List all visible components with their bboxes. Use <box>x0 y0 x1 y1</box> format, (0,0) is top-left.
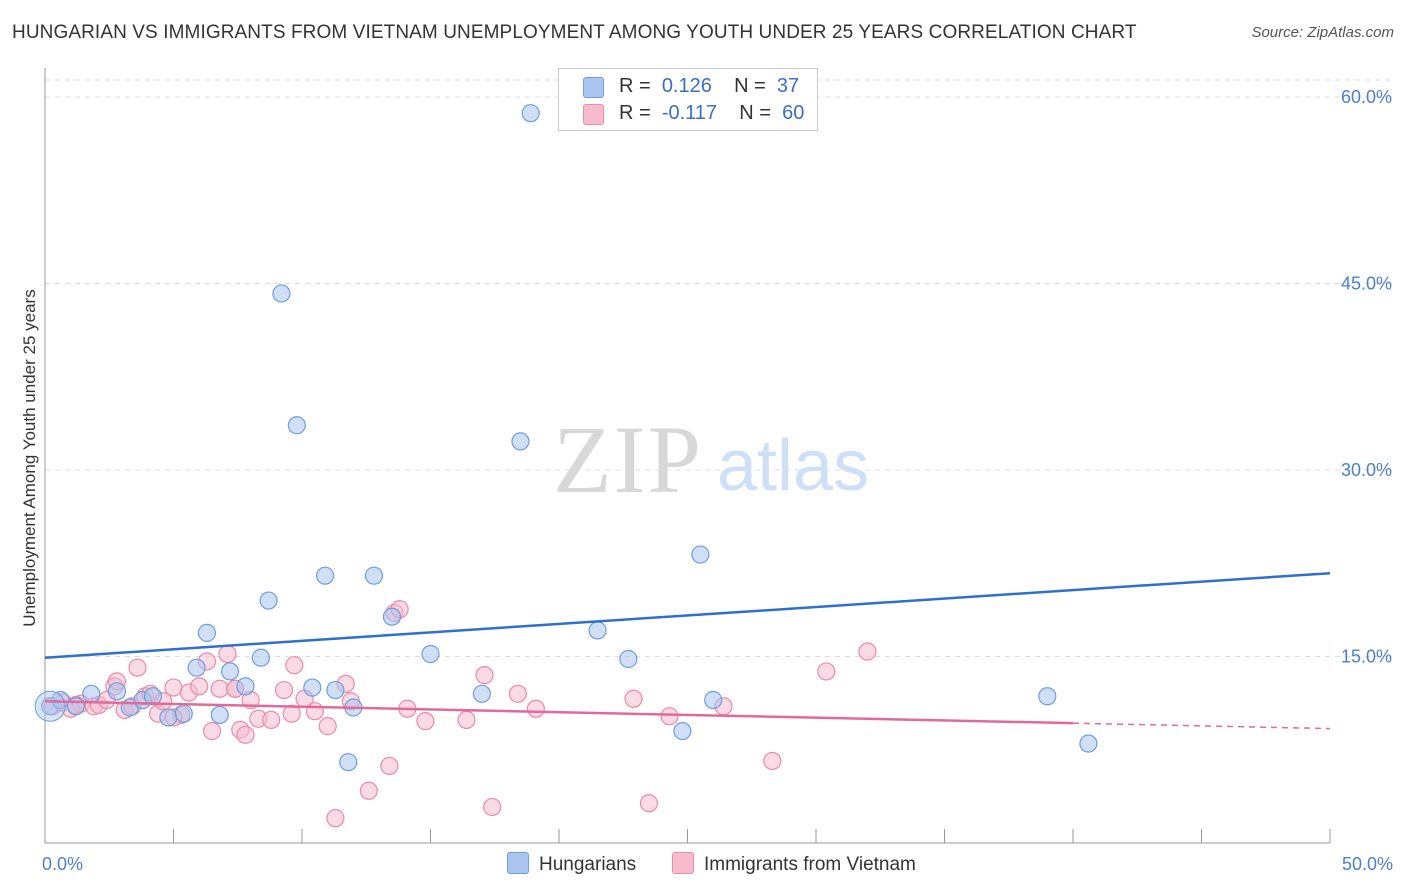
point-hungarians <box>66 697 85 716</box>
legend-n-value: 37 <box>776 75 800 97</box>
legend-r-value: 0.126 <box>661 75 712 97</box>
point-vietnam <box>128 658 147 677</box>
x-tick-label: 50.0% <box>1342 854 1393 874</box>
point-hungarians <box>210 705 229 725</box>
point-hungarians <box>1038 687 1057 706</box>
point-vietnam <box>508 684 527 703</box>
y-tick-label: 45.0% <box>1341 274 1392 294</box>
point-hungarians <box>82 684 101 703</box>
legend-r-value: -0.117 <box>661 102 718 124</box>
watermark-atlas: atlas <box>717 426 869 506</box>
point-vietnam <box>282 704 301 723</box>
trend-lines <box>44 571 1331 730</box>
bottom-legend-label-hungarians: Hungarians <box>539 854 637 875</box>
legend-swatch-vietnam <box>583 104 604 125</box>
legend-r-label: R = <box>619 102 651 124</box>
point-vietnam <box>526 699 545 718</box>
point-vietnam <box>763 751 782 771</box>
point-vietnam <box>318 717 337 736</box>
point-hungarians <box>691 545 710 564</box>
point-hungarians <box>107 682 127 701</box>
point-vietnam <box>639 794 659 813</box>
grid-lines <box>45 79 1392 657</box>
point-hungarians <box>472 684 491 703</box>
point-hungarians <box>326 680 345 700</box>
legend-n-value: 60 <box>782 102 805 124</box>
x-tick-label: 0.0% <box>42 854 83 874</box>
point-vietnam <box>817 662 836 681</box>
point-vietnam <box>380 756 399 776</box>
point-vietnam <box>475 666 494 685</box>
y-tick-label: 60.0% <box>1341 87 1392 107</box>
point-vietnam <box>164 678 183 697</box>
point-hungarians <box>159 708 178 727</box>
trend-line-vietnam <box>44 700 1074 725</box>
point-hungarians <box>421 644 440 664</box>
point-hungarians <box>511 432 530 451</box>
source-label: Source: ZipAtlas.com <box>1251 24 1394 41</box>
trend-line-hungarians <box>44 571 1331 659</box>
point-vietnam <box>660 707 679 726</box>
legend-text-hungarians: R = 0.126 N = 37 <box>619 75 799 98</box>
legend-n-label: N = <box>734 75 766 97</box>
bottom-legend-hungarians: Hungarians <box>507 852 636 876</box>
point-vietnam <box>858 642 877 661</box>
point-vietnam <box>416 712 435 731</box>
point-hungarians <box>521 104 540 123</box>
point-hungarians <box>259 591 278 610</box>
legend-r-label: R = <box>619 75 651 97</box>
point-hungarians <box>588 621 607 640</box>
watermark-zip: ZIP <box>553 406 703 513</box>
bottom-legend-vietnam: Immigrants from Vietnam <box>672 852 916 876</box>
point-vietnam <box>285 656 304 675</box>
bottom-legend-swatch-hungarians <box>507 852 529 874</box>
legend-text-vietnam: R = -0.117 N = 60 <box>619 102 804 125</box>
point-vietnam <box>326 809 345 828</box>
point-vietnam <box>190 677 209 696</box>
y-tick-label: 15.0% <box>1341 647 1392 667</box>
point-hungarians <box>287 416 306 435</box>
point-vietnam <box>218 644 237 664</box>
point-vietnam <box>624 689 643 708</box>
point-hungarians <box>187 658 206 677</box>
chart-title: HUNGARIAN VS IMMIGRANTS FROM VIETNAM UNE… <box>12 22 1137 43</box>
y-tick-label: 30.0% <box>1341 460 1392 480</box>
point-hungarians <box>339 753 358 772</box>
correlation-legend: R = 0.126 N = 37 R = -0.117 N = 60 <box>558 68 818 131</box>
point-hungarians <box>316 566 335 585</box>
bottom-legend-swatch-vietnam <box>672 852 694 874</box>
point-hungarians <box>220 662 240 681</box>
point-hungarians <box>619 649 638 669</box>
point-hungarians <box>1079 734 1098 753</box>
point-hungarians <box>174 704 193 723</box>
trend-line-vietnam-extrapolated <box>1072 722 1331 730</box>
axes <box>44 68 1331 844</box>
point-hungarians <box>364 566 384 585</box>
legend-n-label: N = <box>739 102 771 124</box>
point-vietnam <box>457 710 476 730</box>
point-hungarians-cluster <box>34 690 66 722</box>
watermark: ZIP atlas <box>553 406 869 513</box>
point-hungarians <box>272 284 291 303</box>
bottom-legend-label-vietnam: Immigrants from Vietnam <box>704 854 916 875</box>
point-vietnam <box>274 680 294 700</box>
point-hungarians <box>303 678 322 697</box>
point-vietnam <box>236 725 255 744</box>
point-hungarians <box>704 690 723 710</box>
y-axis-label: Unemployment Among Youth under 25 years <box>20 289 39 626</box>
tick-labels: 15.0% 30.0% 45.0% 60.0% 0.0% 50.0% <box>42 87 1393 874</box>
point-hungarians <box>382 607 402 626</box>
point-vietnam <box>210 679 229 698</box>
point-vietnam <box>305 702 324 721</box>
legend-swatch-hungarians <box>583 77 604 98</box>
point-hungarians <box>673 721 692 741</box>
point-vietnam <box>359 781 378 800</box>
point-hungarians <box>251 648 270 667</box>
point-hungarians <box>197 623 217 642</box>
point-hungarians <box>236 677 255 696</box>
point-vietnam <box>202 721 222 741</box>
point-vietnam <box>262 710 281 730</box>
point-vietnam <box>483 797 502 817</box>
